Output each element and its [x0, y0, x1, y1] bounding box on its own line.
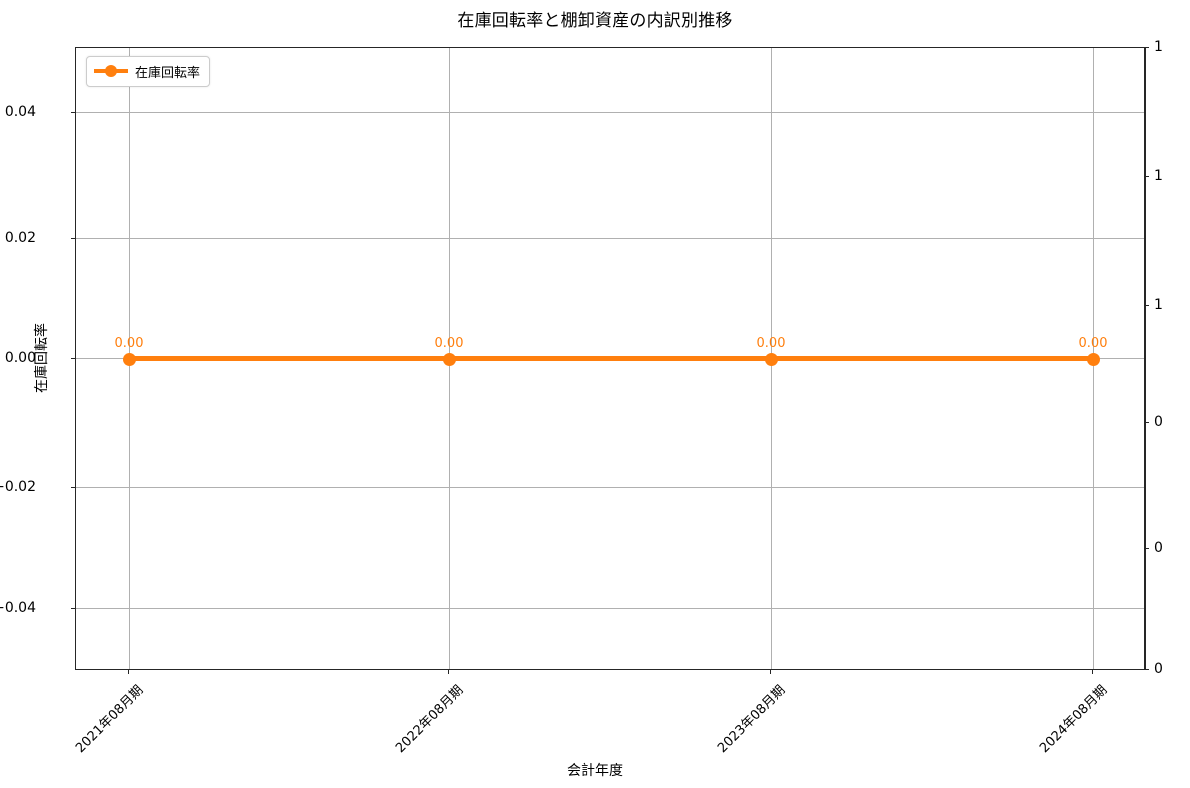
y-tick-label-right: 1	[1154, 168, 1163, 184]
y-tick-mark-left	[71, 358, 75, 359]
x-tick-mark	[448, 670, 449, 674]
y-tick-mark-right	[1145, 669, 1149, 670]
y-tick-label-right: 0	[1154, 414, 1163, 430]
y-tick-label-left: 0.04	[4, 104, 36, 120]
page-title: 在庫回転率と棚卸資産の内訳別推移	[457, 11, 733, 31]
y-tick-label-right: 1	[1154, 297, 1163, 313]
y-tick-mark-right	[1145, 548, 1149, 549]
data-point-label: 0.00	[1078, 336, 1108, 351]
x-tick-label: 2022年08月期	[393, 682, 467, 757]
y-tick-mark-left	[71, 608, 75, 609]
data-point-label: 0.00	[114, 336, 144, 351]
y-tick-label-right: 0	[1154, 661, 1163, 677]
x-tick-mark	[1092, 670, 1093, 674]
x-tick-label: 2021年08月期	[73, 682, 147, 757]
y-tick-mark-left	[71, 238, 75, 239]
y-tick-label-right: 1	[1154, 39, 1163, 55]
series-line-inventory-turnover	[129, 356, 1093, 361]
x-tick-label: 2024年08月期	[1037, 682, 1111, 757]
y-tick-mark-right	[1145, 176, 1149, 177]
y-tick-label-right: 0	[1154, 540, 1163, 556]
x-axis-title: 会計年度	[567, 763, 623, 779]
y-tick-mark-right	[1145, 422, 1149, 423]
x-tick-mark	[128, 670, 129, 674]
y-tick-label-left: −0.02	[0, 479, 36, 495]
x-tick-label: 2023年08月期	[715, 682, 789, 757]
y-tick-mark-left	[71, 112, 75, 113]
data-point-marker[interactable]	[442, 352, 456, 366]
gridline-horizontal	[76, 608, 1144, 609]
y-tick-mark-left	[71, 487, 75, 488]
right-axis-spine	[1145, 47, 1146, 670]
chart-legend[interactable]: 在庫回転率	[86, 56, 211, 87]
y-axis-title-left: 在庫回転率	[34, 323, 50, 393]
y-tick-label-left: −0.04	[0, 600, 36, 616]
y-tick-mark-right	[1145, 305, 1149, 306]
legend-line-marker-icon	[94, 65, 128, 78]
legend-item-label: 在庫回転率	[135, 66, 201, 81]
data-point-marker[interactable]	[1086, 352, 1100, 366]
data-point-label: 0.00	[756, 336, 786, 351]
y-tick-label-left: 0.00	[4, 350, 36, 366]
data-point-marker[interactable]	[764, 352, 778, 366]
data-point-label: 0.00	[434, 336, 464, 351]
gridline-horizontal	[76, 487, 1144, 488]
gridline-horizontal	[76, 112, 1144, 113]
data-point-marker[interactable]	[122, 352, 136, 366]
y-tick-label-left: 0.02	[4, 230, 36, 246]
gridline-horizontal	[76, 238, 1144, 239]
y-tick-mark-right	[1145, 47, 1149, 48]
plot-area: 0.00 0.00 0.00 0.00	[75, 47, 1145, 670]
x-tick-mark	[770, 670, 771, 674]
